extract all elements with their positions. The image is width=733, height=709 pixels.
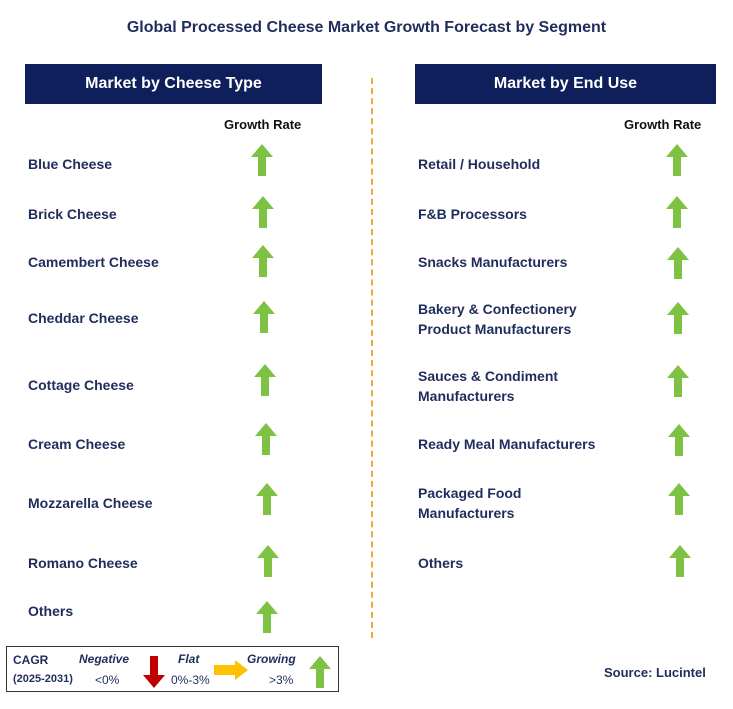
cagr-legend: CAGR (2025-2031) Negative <0% Flat 0%-3%… [6,646,339,692]
source-label: Source: Lucintel [604,665,706,680]
right-item-bakery-confectionery: Bakery & Confectionery Product Manufactu… [418,299,577,339]
legend-flat-label: Flat [178,652,200,666]
left-item-blue-cheese: Blue Cheese [28,156,113,172]
right-item-packaged-food: Packaged Food Manufacturers [418,483,521,523]
growing-up-arrow-icon [667,365,689,397]
flat-right-arrow-icon [214,660,248,680]
right-item-snacks-manufacturers: Snacks Manufacturers [418,254,568,270]
right-item-sauces-condiment: Sauces & Condiment Manufacturers [418,366,558,406]
growing-up-arrow-icon [666,196,688,228]
right-panel-header: Market by End Use [415,64,716,104]
negative-down-arrow-icon [143,656,165,688]
growing-up-arrow-icon [254,364,276,396]
growing-up-arrow-icon [257,545,279,577]
left-item-camembert-cheese: Camembert Cheese [28,254,159,270]
growing-up-arrow-icon [667,302,689,334]
right-item-others: Others [418,555,464,571]
right-item-fb-processors: F&B Processors [418,206,527,222]
left-item-brick-cheese: Brick Cheese [28,206,117,222]
right-item-sauces-line2: Manufacturers [418,388,515,404]
panel-divider [371,78,373,638]
left-item-cheddar-cheese: Cheddar Cheese [28,310,139,326]
left-item-mozzarella-cheese: Mozzarella Cheese [28,495,153,511]
left-item-cream-cheese: Cream Cheese [28,436,126,452]
left-growth-rate-label: Growth Rate [224,117,302,132]
growing-up-arrow-icon [252,245,274,277]
legend-negative-label: Negative [79,652,130,666]
growing-up-arrow-icon [668,483,690,515]
right-item-bakery-line2: Product Manufacturers [418,321,572,337]
right-item-retail-household: Retail / Household [418,156,541,172]
legend-flat-range: 0%-3% [171,673,210,687]
growing-up-arrow-icon [668,424,690,456]
right-growth-rate-label: Growth Rate [624,117,702,132]
growing-up-arrow-icon [253,301,275,333]
growing-up-arrow-icon [252,196,274,228]
page-title: Global Processed Cheese Market Growth Fo… [126,19,607,36]
left-item-others: Others [28,603,74,619]
growing-up-arrow-icon [666,144,688,176]
legend-cagr-label: CAGR [13,653,49,667]
right-item-sauces-line1: Sauces & Condiment [418,368,559,384]
left-item-cottage-cheese: Cottage Cheese [28,377,134,393]
right-item-ready-meal: Ready Meal Manufacturers [418,436,596,452]
legend-period: (2025-2031) [13,673,73,685]
legend-growing-range: >3% [269,673,294,687]
right-item-packaged-line1: Packaged Food [418,485,522,501]
left-item-romano-cheese: Romano Cheese [28,555,138,571]
legend-negative-range: <0% [95,673,120,687]
legend-growing-label: Growing [247,652,296,666]
growing-up-arrow-icon [255,423,277,455]
right-item-packaged-line2: Manufacturers [418,505,515,521]
growing-up-arrow-icon [251,144,273,176]
growing-up-arrow-icon [256,483,278,515]
growing-up-arrow-icon [309,656,331,688]
growing-up-arrow-icon [669,545,691,577]
right-item-bakery-line1: Bakery & Confectionery [418,301,577,317]
growing-up-arrow-icon [256,601,278,633]
left-panel-header: Market by Cheese Type [25,64,322,104]
growing-up-arrow-icon [667,247,689,279]
